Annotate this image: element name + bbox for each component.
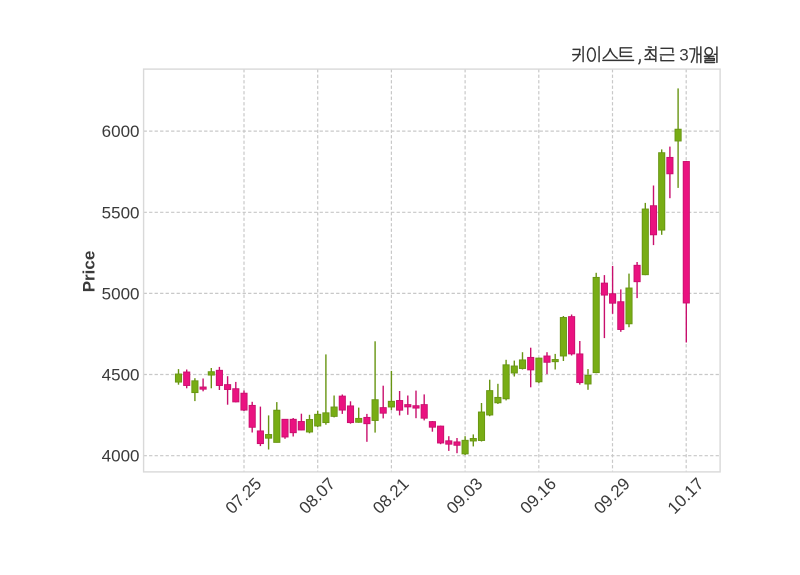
svg-text:Price: Price: [80, 251, 99, 293]
svg-text:4500: 4500: [102, 366, 140, 385]
svg-text:5500: 5500: [102, 203, 140, 222]
svg-text:5000: 5000: [102, 284, 140, 303]
svg-text:4000: 4000: [102, 447, 140, 466]
svg-text:6000: 6000: [102, 122, 140, 141]
svg-text:3: 3: [679, 46, 688, 65]
